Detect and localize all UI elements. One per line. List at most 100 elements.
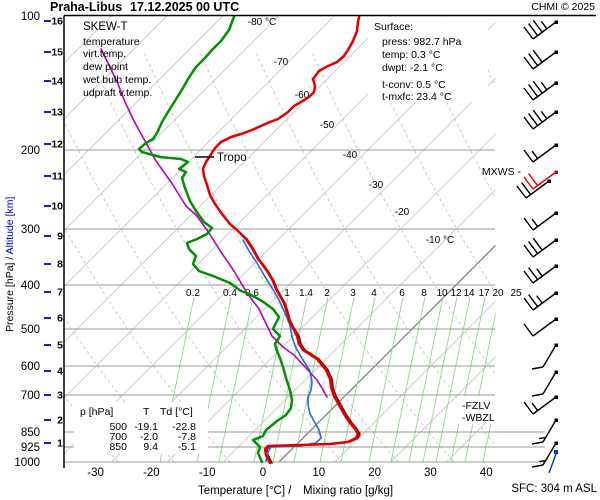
mixing-line-10 [408, 296, 444, 463]
dry-adiabat [310, 49, 496, 375]
mxws-label: MXWS - [482, 166, 522, 178]
x-axis-title-mixing: Mixing ratio [g/kg] [303, 485, 393, 497]
pressure-tick-200: 200 [21, 145, 40, 157]
barb-staff [532, 51, 557, 70]
sfc-label: SFC: 304 m ASL [511, 483, 597, 495]
levels-table-cell: -2.0 [140, 431, 158, 443]
dry-adiabat [366, 49, 496, 294]
wind-barb [523, 80, 558, 101]
wind-barb [531, 343, 558, 370]
wind-barb [523, 143, 558, 163]
mixing-label-3: 3 [350, 288, 356, 299]
mixing-label-1: 1 [284, 288, 290, 299]
mixing-label-17: 17 [478, 288, 490, 299]
barb-dot [554, 441, 558, 445]
surface-temp: temp: 0.3 °C [382, 49, 441, 61]
mixing-label-8: 8 [421, 288, 427, 299]
pressure-tick-100: 100 [21, 11, 40, 23]
levels-table-cell: -5.1 [178, 441, 196, 453]
barb-staff [532, 21, 557, 40]
isotherm-labels: -80 °C -70 -60 -50 -40 -30 -20 -10 °C [248, 17, 454, 246]
mixing-label-12: 12 [450, 288, 462, 299]
barb-dot [554, 211, 558, 215]
pressure-tick-700: 700 [21, 390, 40, 402]
barb-dot [554, 238, 558, 242]
barb-staff [532, 82, 557, 101]
altitude-tick-9: 9 [57, 231, 63, 243]
pressure-tick-500: 500 [21, 324, 40, 336]
wind-barb [531, 418, 558, 445]
wind-barb [531, 370, 558, 397]
mixing-line-3 [319, 296, 355, 463]
mixing-line-14 [435, 296, 471, 463]
mxws-barb [523, 170, 558, 190]
altitude-tick-1: 1 [57, 438, 63, 450]
barb-staff [532, 318, 557, 337]
barb-feather [532, 19, 543, 33]
levels-table-cell: 850 [109, 441, 127, 453]
mixing-label-25: 25 [510, 288, 522, 299]
wind-barb [523, 395, 558, 415]
barb-feather [523, 401, 534, 415]
wet-bulb-curve [242, 239, 322, 462]
mixing-label-0.6: 0.6 [245, 288, 259, 299]
barb-feather [531, 464, 544, 468]
altitude-tick-5: 5 [57, 340, 63, 352]
isotherm-10c [334, 300, 496, 463]
temp-tick-10: 10 [312, 467, 325, 479]
sfc-pointer-dot [554, 450, 558, 454]
mixing-line-1.4 [272, 296, 308, 463]
temp-tick-20: 20 [368, 467, 381, 479]
barb-feather [521, 182, 532, 196]
barb-staff [532, 144, 557, 163]
barb-feather [532, 49, 543, 63]
sounding-curves [100, 15, 361, 465]
altitude-tick-2: 2 [57, 415, 63, 427]
dry-adiabat [64, 227, 231, 463]
mixing-line-0.6 [218, 296, 254, 463]
mixing-line-4 [340, 296, 376, 463]
wind-barb [523, 237, 558, 258]
pressure-gridlines [64, 149, 545, 463]
barb-feather [523, 116, 534, 130]
barb-feather [532, 80, 543, 94]
wind-barb [531, 441, 558, 468]
barb-feather [516, 185, 527, 199]
barb-dot [554, 317, 558, 321]
barb-feather [523, 26, 534, 40]
mixing-line-20 [464, 311, 496, 463]
dry-adiabat [142, 49, 399, 463]
barb-staff [542, 344, 557, 368]
barb-staff [532, 171, 557, 190]
pressure-tick-600: 600 [21, 361, 40, 373]
mixing-label-0.4: 0.4 [223, 288, 237, 299]
altitude-tick-7: 7 [57, 287, 63, 299]
levels-table-box [74, 402, 208, 454]
barb-feather [528, 113, 539, 127]
barb-half-feather [536, 268, 543, 277]
barb-half-feather [540, 81, 548, 91]
mixing-label-4: 4 [371, 288, 377, 299]
barb-feather [528, 84, 539, 98]
plot-frame [63, 14, 596, 468]
barb-feather [523, 87, 534, 101]
datetime-label: 17.12.2025 00 UTC [130, 0, 239, 14]
altitude-tick-16: 16 [51, 16, 63, 28]
wind-barb [523, 291, 558, 311]
barb-feather [528, 173, 539, 187]
chart-type-label: SKEW-T [83, 21, 128, 33]
barb-dot [554, 50, 558, 54]
updraft-virt-temp-curve [100, 48, 328, 398]
altitude-tick-13: 13 [51, 107, 63, 119]
barb-staff [525, 180, 550, 199]
isotherm-0c [278, 244, 496, 463]
legend-virt-temp: virt.temp. [83, 48, 126, 60]
levels-table-header: Td [°C] [160, 406, 193, 418]
altitude-tick-15: 15 [51, 47, 63, 59]
pressure-tick-400: 400 [21, 280, 40, 292]
legend-dew-point: dew point [83, 61, 128, 73]
barb-dot [554, 418, 558, 422]
barb-half-feather [531, 218, 539, 228]
